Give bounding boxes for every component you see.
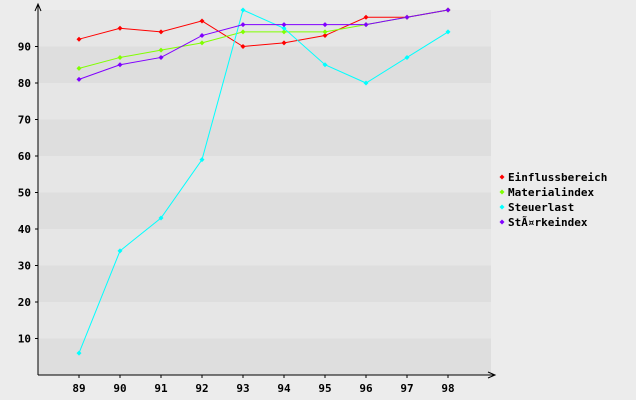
data-point xyxy=(76,76,82,82)
data-point xyxy=(445,7,451,13)
data-point xyxy=(199,18,205,24)
series-line-3 xyxy=(78,9,449,80)
y-tick-label: 40 xyxy=(18,223,31,236)
data-point xyxy=(281,22,287,28)
y-tick-label: 70 xyxy=(18,114,31,127)
data-point xyxy=(363,14,369,20)
grid-band xyxy=(38,302,491,339)
y-axis-arrow xyxy=(34,2,42,12)
grid-band xyxy=(38,338,491,375)
legend-marker xyxy=(499,219,505,225)
data-point xyxy=(199,33,205,39)
legend-marker xyxy=(499,189,505,195)
grid-band xyxy=(38,265,491,302)
data-point xyxy=(240,7,246,13)
data-point xyxy=(158,54,164,60)
chart-axes xyxy=(34,2,497,379)
y-tick-label: 10 xyxy=(18,333,31,346)
chart-legend: Einflussbereich Materialindex Steuerlast St… xyxy=(499,171,607,229)
grid-band xyxy=(38,119,491,156)
x-tick-label: 91 xyxy=(154,382,168,395)
data-point xyxy=(322,62,328,68)
x-tick-label: 92 xyxy=(195,382,208,395)
data-point xyxy=(199,40,205,46)
data-point xyxy=(281,25,287,31)
data-point xyxy=(158,47,164,53)
x-tick-label: 94 xyxy=(277,382,291,395)
x-tick-label: 95 xyxy=(318,382,331,395)
data-point xyxy=(322,22,328,28)
legend-marker xyxy=(499,204,505,210)
x-axis-arrow xyxy=(487,371,497,379)
x-tick-label: 97 xyxy=(400,382,413,395)
data-point xyxy=(240,29,246,35)
data-point xyxy=(76,36,82,42)
grid-band xyxy=(38,83,491,120)
grid-band xyxy=(38,192,491,229)
legend-marker xyxy=(499,174,505,180)
data-point xyxy=(117,62,123,68)
data-point xyxy=(240,44,246,49)
y-tick-label: 30 xyxy=(18,260,31,273)
data-point xyxy=(76,350,82,356)
grid-band xyxy=(38,46,491,83)
data-point xyxy=(281,40,287,46)
x-tick-label: 96 xyxy=(359,382,373,395)
legend-label: StÃ¤rkeindex xyxy=(508,216,588,229)
series-line-0 xyxy=(78,9,449,48)
x-tick-label: 93 xyxy=(236,382,249,395)
series-lines xyxy=(78,9,449,354)
data-point xyxy=(404,54,410,60)
data-point xyxy=(363,80,369,86)
y-tick-label: 80 xyxy=(18,77,31,90)
x-tick-label: 98 xyxy=(441,382,454,395)
grid-band xyxy=(38,156,491,193)
grid-band xyxy=(38,10,491,47)
series-line-2 xyxy=(78,9,449,354)
y-tick-label: 60 xyxy=(18,150,31,163)
data-point xyxy=(281,29,287,35)
data-point xyxy=(240,22,246,28)
data-point xyxy=(404,14,410,20)
legend-label: Steuerlast xyxy=(508,201,574,214)
legend-label: Materialindex xyxy=(508,186,594,199)
data-point xyxy=(322,29,328,35)
y-tick-label: 20 xyxy=(18,296,31,309)
axis-ticks: 10 20 30 40 50 60 70 80 90 89 90 91 92 93 94 95 96 97 98 xyxy=(18,41,455,396)
data-point xyxy=(117,248,123,254)
series-points xyxy=(76,7,451,356)
data-point xyxy=(76,65,82,71)
data-point xyxy=(158,215,164,221)
data-point xyxy=(445,29,451,35)
x-tick-label: 89 xyxy=(72,382,85,395)
y-tick-label: 50 xyxy=(18,187,31,200)
x-tick-label: 90 xyxy=(113,382,126,395)
grid-band xyxy=(38,229,491,266)
data-point xyxy=(363,22,369,28)
data-point xyxy=(117,25,123,31)
data-point xyxy=(158,29,164,35)
data-point xyxy=(117,54,123,60)
data-point xyxy=(322,33,328,39)
data-point xyxy=(199,157,205,163)
y-tick-label: 90 xyxy=(18,41,31,54)
legend-label: Einflussbereich xyxy=(508,171,607,184)
plot-background-bands xyxy=(38,10,491,375)
